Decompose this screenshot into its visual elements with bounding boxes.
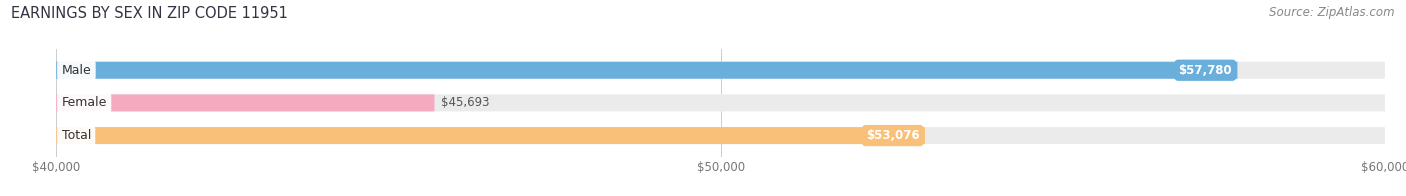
FancyBboxPatch shape (56, 62, 1237, 79)
FancyBboxPatch shape (56, 62, 1385, 79)
Text: $53,076: $53,076 (866, 129, 920, 142)
FancyBboxPatch shape (56, 127, 925, 144)
FancyBboxPatch shape (56, 94, 1385, 111)
Text: Source: ZipAtlas.com: Source: ZipAtlas.com (1270, 6, 1395, 19)
FancyBboxPatch shape (56, 127, 1385, 144)
Text: $45,693: $45,693 (441, 96, 489, 109)
Text: Female: Female (62, 96, 107, 109)
Text: Total: Total (62, 129, 91, 142)
Text: EARNINGS BY SEX IN ZIP CODE 11951: EARNINGS BY SEX IN ZIP CODE 11951 (11, 6, 288, 21)
Text: Male: Male (62, 64, 91, 77)
Text: $57,780: $57,780 (1178, 64, 1232, 77)
FancyBboxPatch shape (56, 94, 434, 111)
